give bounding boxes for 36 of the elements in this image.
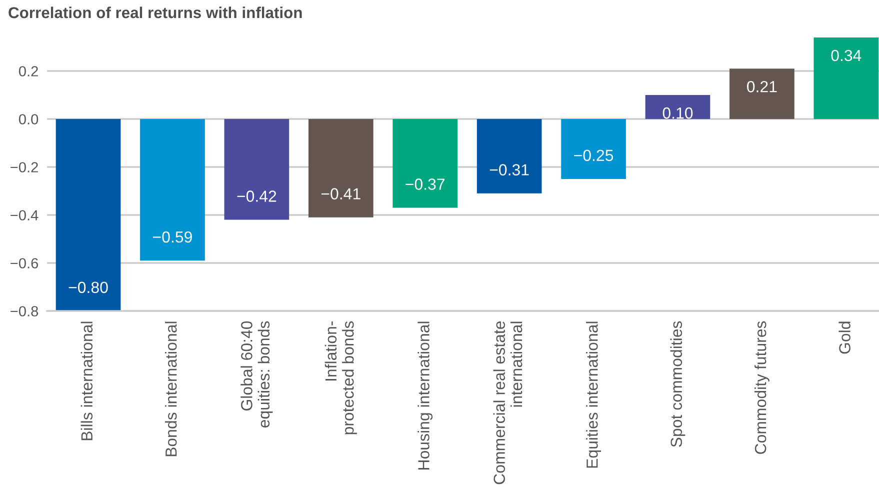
y-tick-label: −0.2 <box>10 162 38 172</box>
bar <box>224 119 290 220</box>
bar <box>730 68 794 119</box>
x-tick-label: Commodity futures <box>754 321 770 454</box>
bar <box>561 119 626 179</box>
x-tick-label: Spot commodities <box>670 321 686 447</box>
data-label: 0.21 <box>747 81 777 92</box>
bar <box>476 119 542 194</box>
bar <box>392 119 458 208</box>
x-tick-label: Commercial real estate international <box>493 321 522 484</box>
data-label: −0.59 <box>153 231 192 243</box>
data-label: −0.37 <box>406 178 445 190</box>
data-label: −0.25 <box>574 150 614 162</box>
y-tick-label: −0.4 <box>10 210 38 220</box>
data-label: −0.31 <box>490 164 529 176</box>
bar <box>308 119 374 218</box>
y-tick-label: 0.0 <box>18 114 38 124</box>
data-label: −0.41 <box>321 188 360 200</box>
data-label: 0.34 <box>831 50 862 62</box>
bar <box>56 119 121 311</box>
x-tick-label: Bills international <box>80 322 93 440</box>
x-tick-label: Equities international <box>586 322 601 468</box>
bar <box>140 119 205 261</box>
y-tick-label: 0.2 <box>18 66 38 76</box>
x-tick-label: Bonds international <box>165 322 177 456</box>
bar <box>645 95 710 119</box>
x-tick-label: Gold <box>838 322 850 354</box>
data-label: −0.80 <box>68 282 108 294</box>
x-tick-label: Housing international <box>418 322 433 470</box>
x-tick-label: Global 60:40 equities: bonds <box>240 321 273 428</box>
data-label: −0.42 <box>237 190 276 202</box>
chart-title: Correlation of real returns with inflation <box>8 6 302 18</box>
data-label: 0.10 <box>662 107 693 119</box>
y-tick-label: −0.8 <box>10 306 38 316</box>
y-tick-label: −0.6 <box>10 258 38 268</box>
bar <box>814 37 879 119</box>
